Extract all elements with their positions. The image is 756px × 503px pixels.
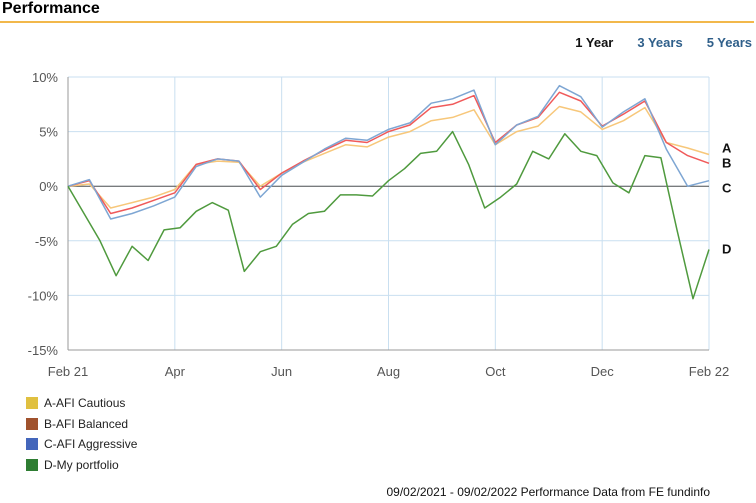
data-source-footer: 09/02/2021 - 09/02/2022 Performance Data…	[386, 485, 710, 499]
page-title: Performance	[2, 0, 100, 17]
legend-label-b: B-AFI Balanced	[44, 416, 129, 431]
series-line-d	[67, 130, 710, 300]
period-selector: 1 Year 3 Years 5 Years	[575, 35, 752, 50]
y-tick-label: 0%	[39, 179, 58, 194]
legend-item-a[interactable]: A-AFI Cautious	[26, 393, 137, 414]
legend: A-AFI Cautious B-AFI Balanced C-AFI Aggr…	[26, 393, 137, 475]
period-3-years[interactable]: 3 Years	[637, 35, 683, 50]
legend-label-d: D-My portfolio	[44, 457, 119, 472]
legend-label-c: C-AFI Aggressive	[44, 437, 138, 452]
title-divider	[0, 21, 754, 23]
legend-item-d[interactable]: D-My portfolio	[26, 455, 137, 476]
y-tick-label: -5%	[35, 234, 59, 249]
legend-swatch-a	[26, 397, 38, 410]
x-tick-label: Feb 22	[689, 364, 729, 379]
x-tick-label: Jun	[271, 364, 292, 379]
series-line-c	[67, 84, 710, 220]
period-1-year[interactable]: 1 Year	[575, 35, 614, 50]
legend-swatch-c	[26, 438, 38, 451]
legend-swatch-b	[26, 417, 38, 430]
end-label-b: B	[722, 155, 731, 170]
legend-item-c[interactable]: C-AFI Aggressive	[26, 434, 137, 455]
legend-item-b[interactable]: B-AFI Balanced	[26, 414, 137, 435]
period-5-years[interactable]: 5 Years	[706, 35, 752, 50]
y-tick-label: 5%	[39, 125, 58, 140]
y-tick-label: -15%	[28, 343, 59, 358]
end-label-d: D	[722, 242, 731, 257]
x-tick-label: Oct	[485, 364, 506, 379]
series-line-a	[67, 105, 710, 209]
y-tick-label: 10%	[32, 70, 58, 85]
x-tick-label: Feb 21	[48, 364, 88, 379]
x-tick-label: Aug	[377, 364, 400, 379]
legend-label-a: A-AFI Cautious	[44, 396, 126, 411]
y-tick-label: -10%	[28, 288, 59, 303]
performance-chart: 10% 5% 0% -5% -10% -15% Feb 21 Apr Jun Aug Oct Dec F…	[28, 70, 732, 379]
x-tick-label: Dec	[591, 364, 615, 379]
end-label-c: C	[722, 181, 732, 196]
x-tick-label: Apr	[165, 364, 186, 379]
end-label-a: A	[722, 141, 732, 156]
legend-swatch-d	[26, 458, 38, 471]
